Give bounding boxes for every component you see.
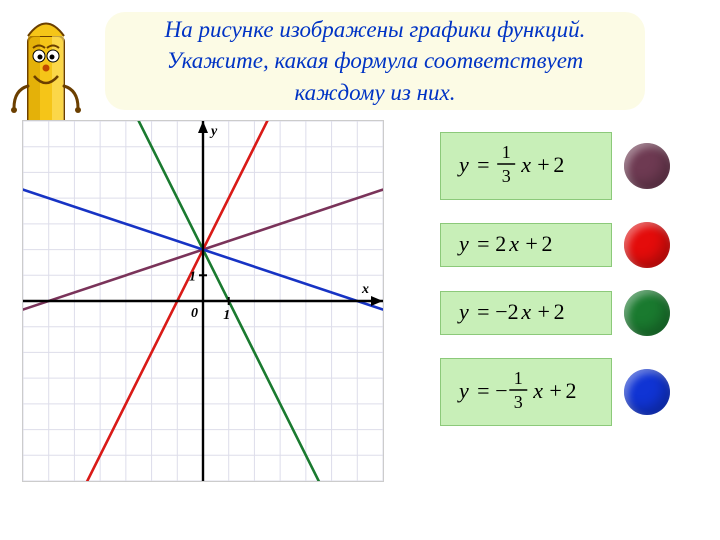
svg-text:2: 2 <box>495 231 506 256</box>
svg-text:y: y <box>457 231 469 256</box>
function-graph-chart: x y 0 1 1 <box>22 120 384 482</box>
task-title: На рисунке изображены графики функций. У… <box>105 12 645 110</box>
svg-text:−: − <box>495 378 507 403</box>
svg-text:1: 1 <box>223 308 230 323</box>
svg-text:x: x <box>520 152 531 177</box>
svg-text:2: 2 <box>554 299 565 324</box>
svg-text:+: + <box>549 378 561 403</box>
svg-text:+: + <box>525 231 537 256</box>
answer-row: y=2x+2 <box>440 222 710 268</box>
svg-text:x: x <box>508 231 519 256</box>
answer-row: y =−1 3x+2 <box>440 358 710 426</box>
svg-text:=: = <box>477 231 489 256</box>
svg-text:+: + <box>538 299 550 324</box>
formula-box[interactable]: y =−1 3x+2 <box>440 358 612 426</box>
answer-list: y=13x+2y=2x+2y=−2x+2y=−13x+2 <box>440 132 710 426</box>
svg-text:2: 2 <box>542 231 553 256</box>
color-dot[interactable] <box>624 290 670 336</box>
svg-text:=: = <box>477 299 489 324</box>
svg-text:y: y <box>457 152 469 177</box>
svg-text:1: 1 <box>514 368 523 388</box>
color-dot[interactable] <box>624 369 670 415</box>
formula-box[interactable]: y =−2x +2 <box>440 291 612 335</box>
svg-text:x: x <box>520 299 531 324</box>
svg-text:1: 1 <box>502 142 511 162</box>
task-title-text: На рисунке изображены графики функций. У… <box>119 14 631 107</box>
svg-text:y: y <box>457 378 469 403</box>
svg-text:3: 3 <box>514 392 523 412</box>
svg-text:x: x <box>532 378 543 403</box>
svg-text:2: 2 <box>566 378 577 403</box>
svg-text:−2: −2 <box>495 299 518 324</box>
svg-text:y: y <box>457 299 469 324</box>
answer-row: y = 1 3x+2 <box>440 132 710 200</box>
answer-row: y =−2x +2 <box>440 290 710 336</box>
svg-text:2: 2 <box>553 152 564 177</box>
color-dot[interactable] <box>624 143 670 189</box>
svg-text:x: x <box>361 282 369 297</box>
svg-text:y: y <box>209 124 218 139</box>
svg-text:0: 0 <box>191 306 198 321</box>
svg-text:3: 3 <box>502 166 511 186</box>
color-dot[interactable] <box>624 222 670 268</box>
svg-text:=: = <box>477 378 489 403</box>
svg-text:+: + <box>537 152 549 177</box>
svg-text:=: = <box>477 152 489 177</box>
formula-box[interactable]: y = 1 3x+2 <box>440 132 612 200</box>
svg-text:1: 1 <box>189 269 196 284</box>
formula-box[interactable]: y=2x+2 <box>440 223 612 267</box>
